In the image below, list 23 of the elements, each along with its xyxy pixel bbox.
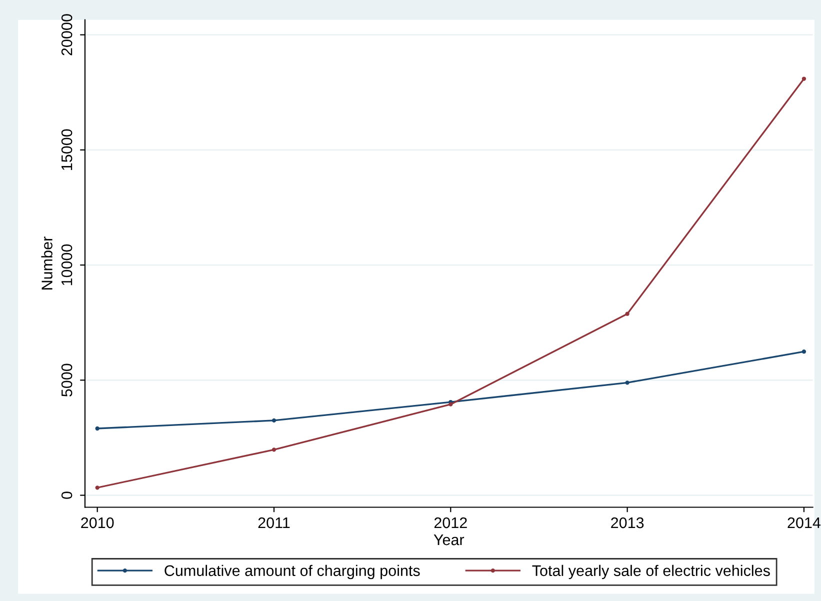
y-tick-label: 5000 xyxy=(61,364,72,397)
x-axis-title: Year xyxy=(434,534,464,546)
point xyxy=(802,350,806,354)
y-tick-label: 20000 xyxy=(61,14,72,56)
x-tick-label: 2013 xyxy=(611,517,644,528)
legend-label: Total yearly sale of electric vehicles xyxy=(532,564,770,580)
legend-label: Cumulative amount of charging points xyxy=(164,564,420,580)
point xyxy=(272,448,276,452)
point xyxy=(625,312,630,316)
point xyxy=(95,426,100,431)
point xyxy=(95,486,100,490)
x-tick-label: 2012 xyxy=(434,517,467,528)
x-tick-label: 2011 xyxy=(258,517,290,528)
x-tick-label: 2010 xyxy=(81,517,114,528)
point xyxy=(448,402,453,406)
y-tick-label: 10000 xyxy=(61,244,72,286)
point xyxy=(625,380,630,385)
y-axis-title: Number xyxy=(41,236,52,290)
point xyxy=(272,418,276,423)
point xyxy=(802,76,806,81)
y-tick-label: 15000 xyxy=(61,129,72,170)
y-tick-label: 0 xyxy=(61,492,72,499)
x-tick-label: 2014 xyxy=(788,517,821,528)
